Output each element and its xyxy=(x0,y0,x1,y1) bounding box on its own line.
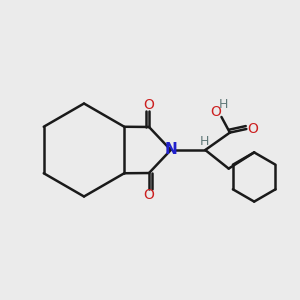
Text: H: H xyxy=(200,135,209,148)
Text: O: O xyxy=(248,122,258,136)
Text: N: N xyxy=(164,142,177,158)
Text: O: O xyxy=(144,188,154,202)
Text: O: O xyxy=(210,105,221,118)
Text: O: O xyxy=(144,98,154,112)
Text: H: H xyxy=(218,98,228,111)
